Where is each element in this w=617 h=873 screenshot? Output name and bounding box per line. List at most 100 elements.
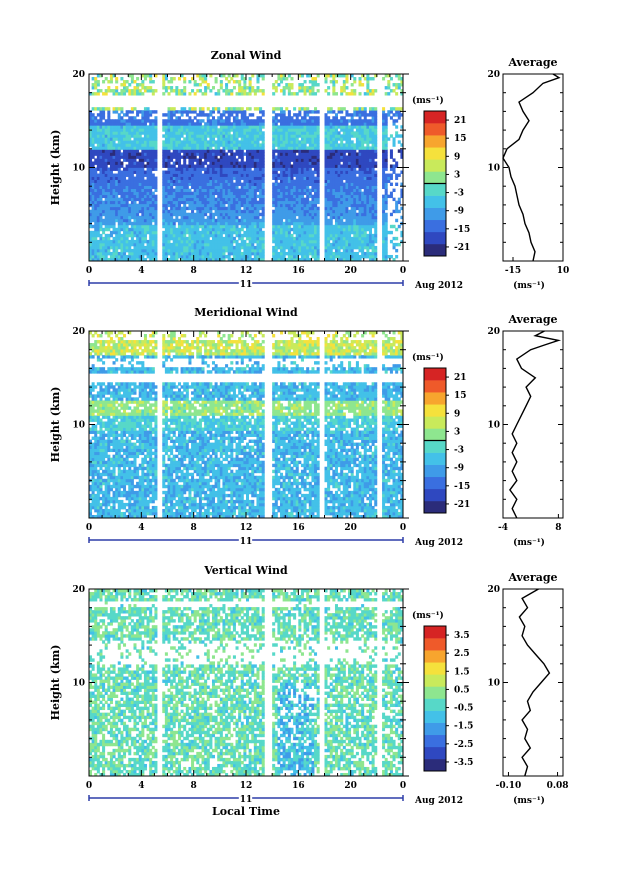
colorbar-tick-label: -21 xyxy=(454,500,470,510)
profile-x-tick-label: 0.08 xyxy=(547,781,569,791)
heatmap-cells xyxy=(89,74,404,262)
y-tick-label: 10 xyxy=(72,164,85,174)
colorbar-tick-label: -3 xyxy=(454,446,464,456)
colorbar-segment xyxy=(424,746,446,760)
colorbar-segment xyxy=(424,195,446,208)
x-tick-label: 12 xyxy=(240,781,253,791)
x-tick-label: 16 xyxy=(292,523,305,533)
colorbar-tick-label: -15 xyxy=(454,482,470,492)
y-axis-label: Height (km) xyxy=(49,387,62,463)
colorbar-tick-label: -0.5 xyxy=(454,704,473,714)
colorbar-segment xyxy=(424,674,446,687)
x-tick-label: 0 xyxy=(400,781,406,791)
chart-title: Vertical Wind xyxy=(203,564,288,577)
x-axis-label: Local Time xyxy=(212,805,280,818)
profile-x-tick-label: -4 xyxy=(498,523,508,533)
colorbar-tick-label: -3 xyxy=(454,189,464,199)
x-tick-label: 12 xyxy=(240,523,253,533)
profile-line xyxy=(509,330,562,519)
average-profile: Average 10 20 -4 8 (ms⁻¹) xyxy=(487,313,564,548)
profile-x-tick-label: -15 xyxy=(505,266,521,276)
colorbar-segment xyxy=(424,404,446,417)
x-tick-label: 16 xyxy=(292,266,305,276)
colorbar-segment xyxy=(424,111,446,124)
colorbar: 21 15 9 3 -3 -9 -15 -21 xyxy=(423,367,470,514)
colorbar-segment xyxy=(424,626,446,639)
colorbar-segment xyxy=(424,722,446,736)
colorbar-tick-label: 21 xyxy=(454,116,467,126)
y-tick-label: 10 xyxy=(72,679,85,689)
profile-x-tick-label: 8 xyxy=(555,523,561,533)
panel-vert: Vertical Wind 0 4 8 12 16 20 0 10 20 Height (km) 11… xyxy=(49,564,569,818)
date-label: 11 xyxy=(240,537,253,547)
x-tick-label: 12 xyxy=(240,266,253,276)
profile-title: Average xyxy=(507,571,557,584)
profile-frame xyxy=(502,588,564,777)
x-tick-label: 4 xyxy=(138,266,144,276)
colorbar-segment xyxy=(424,638,446,651)
colorbar-segment xyxy=(424,734,446,748)
colorbar-unit: (ms⁻¹) xyxy=(412,352,444,363)
y-axis-label: Height (km) xyxy=(49,130,62,206)
colorbar-segment xyxy=(424,392,446,405)
colorbar-segment xyxy=(424,368,446,381)
x-tick-label: 4 xyxy=(138,523,144,533)
x-tick-label: 0 xyxy=(86,266,92,276)
y-tick-label: 20 xyxy=(72,70,85,80)
colorbar-segment xyxy=(424,243,446,257)
colorbar-tick-label: -3.5 xyxy=(454,758,473,768)
profile-x-tick-label: 10 xyxy=(557,266,570,276)
colorbar-segment xyxy=(424,758,446,772)
colorbar-segment xyxy=(424,488,446,502)
x-tick-label: 0 xyxy=(86,781,92,791)
colorbar-segment xyxy=(424,476,446,490)
profile-y-tick-label: 10 xyxy=(487,421,500,431)
colorbar-segment xyxy=(424,500,446,514)
date-month-label: Aug 2012 xyxy=(414,538,463,548)
x-tick-label: 16 xyxy=(292,781,305,791)
y-tick-label: 10 xyxy=(72,421,85,431)
x-tick-label: 4 xyxy=(138,781,144,791)
colorbar-tick-label: 15 xyxy=(454,391,467,401)
colorbar-segment xyxy=(424,710,446,723)
x-tick-label: 8 xyxy=(191,523,197,533)
profile-frame xyxy=(502,330,564,519)
colorbar-segment xyxy=(424,135,446,148)
date-month-label: Aug 2012 xyxy=(414,796,463,806)
heatmap-cells xyxy=(89,331,404,519)
date-month-label: Aug 2012 xyxy=(414,281,463,291)
colorbar: 21 15 9 3 -3 -9 -15 -21 xyxy=(423,110,470,257)
colorbar-tick-label: 9 xyxy=(454,152,460,162)
x-tick-label: 0 xyxy=(86,523,92,533)
profile-y-tick-label: 10 xyxy=(487,164,500,174)
profile-x-axis-label: (ms⁻¹) xyxy=(513,795,545,806)
colorbar-segment xyxy=(424,464,446,478)
colorbar-tick-label: -1.5 xyxy=(454,722,473,732)
colorbar-tick-label: 21 xyxy=(454,373,467,383)
y-tick-label: 20 xyxy=(72,327,85,337)
profile-y-tick-label: 20 xyxy=(487,327,500,337)
colorbar-segment xyxy=(424,219,446,233)
colorbar-tick-label: -15 xyxy=(454,225,470,235)
colorbar: 3.5 2.5 1.5 0.5 -0.5 -1.5 -2.5 -3.5 xyxy=(423,625,473,772)
chart-title: Zonal Wind xyxy=(211,49,282,62)
x-tick-label: 20 xyxy=(344,523,357,533)
profile-line xyxy=(502,73,561,262)
panel-zonal: Zonal Wind 0 4 8 12 16 20 0 10 20 Height (km) 11 Aug… xyxy=(49,49,570,292)
profile-x-axis-label: (ms⁻¹) xyxy=(513,280,545,291)
colorbar-segment xyxy=(424,650,446,663)
colorbar-segment xyxy=(424,380,446,393)
profile-y-tick-label: 20 xyxy=(487,585,500,595)
profile-y-tick-label: 10 xyxy=(487,679,500,689)
colorbar-segment xyxy=(424,207,446,221)
x-tick-label: 20 xyxy=(344,266,357,276)
colorbar-unit: (ms⁻¹) xyxy=(412,610,444,621)
colorbar-segment xyxy=(424,147,446,160)
y-tick-label: 20 xyxy=(72,585,85,595)
profile-y-tick-label: 20 xyxy=(487,70,500,80)
colorbar-tick-label: 3 xyxy=(454,427,460,437)
colorbar-tick-label: -9 xyxy=(454,207,464,217)
x-tick-label: 20 xyxy=(344,781,357,791)
colorbar-unit: (ms⁻¹) xyxy=(412,95,444,106)
profile-x-axis-label: (ms⁻¹) xyxy=(513,537,545,548)
